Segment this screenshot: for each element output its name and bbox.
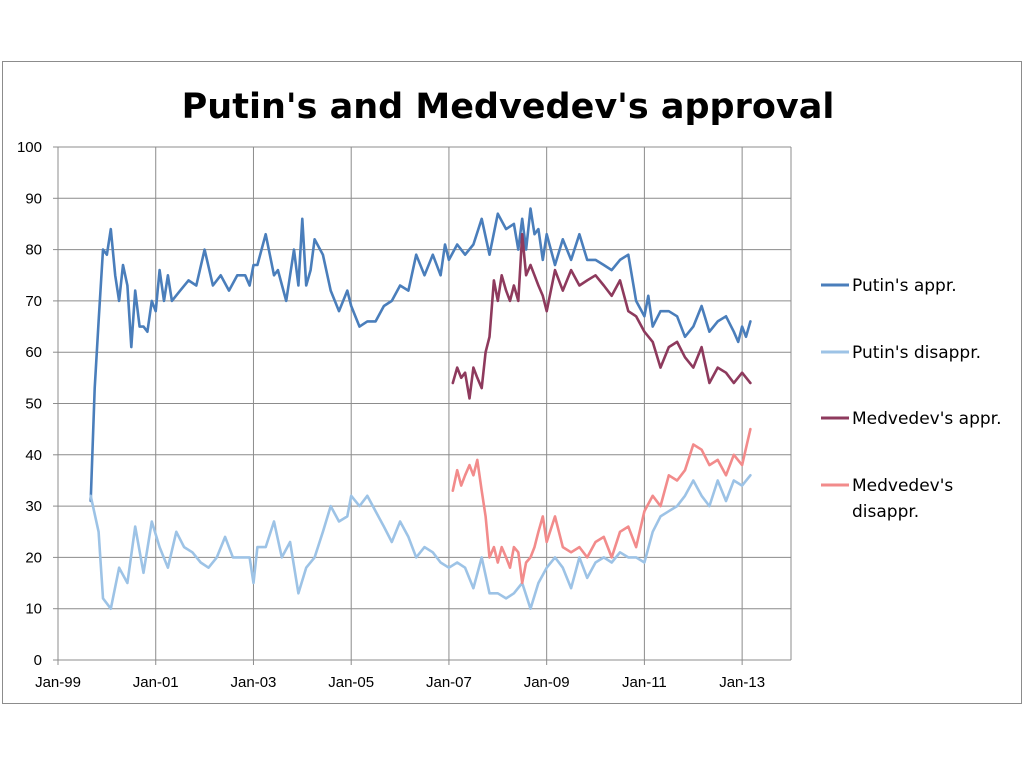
line-chart: Putin's and Medvedev's approval 0 10 20 30 4… [17,87,1002,691]
x-tick-label: Jan-03 [231,674,277,691]
series-line-putin-s-disappr [89,473,752,611]
x-tick-label: Jan-09 [524,674,570,691]
grid-lines [58,146,792,660]
y-tick-label: 30 [25,498,42,515]
y-tick-label: 90 [25,190,42,207]
series-line-medvedev-s-disappr [451,427,752,585]
legend-label: Medvedev's disappr. [852,476,953,522]
x-tick-label: Jan-05 [328,674,374,691]
x-tick-label: Jan-11 [622,674,667,691]
y-tick-label: 100 [17,139,42,156]
series-line-medvedev-s-appr [451,232,752,400]
legend: Putin's appr. Putin's disappr. Medvedev's … [821,276,1002,522]
legend-label: Medvedev's appr. [852,409,1002,429]
y-tick-label: 70 [25,293,42,310]
x-tick-label: Jan-13 [719,674,765,691]
y-tick-label: 60 [25,344,42,361]
series-line-putin-s-appr [89,207,752,503]
series-layer [89,207,752,611]
x-tick-label: Jan-07 [426,674,472,691]
x-axis-ticks: Jan-99 Jan-01 Jan-03 Jan-05 Jan-07 Jan-09 Jan-… [35,674,765,691]
y-tick-label: 40 [25,447,42,464]
y-axis-ticks: 0 10 20 30 40 50 60 70 80 90 100 [17,139,42,669]
x-tick-label: Jan-99 [35,674,81,691]
chart-title: Putin's and Medvedev's approval [182,87,835,127]
chart-frame: Putin's and Medvedev's approval 0 10 20 30 4… [2,61,1022,704]
x-tick-label: Jan-01 [133,674,179,691]
y-tick-label: 10 [25,601,42,618]
y-tick-label: 80 [25,242,42,259]
y-tick-label: 0 [34,652,42,669]
y-tick-label: 20 [25,549,42,566]
legend-label: Putin's disappr. [852,343,981,363]
y-tick-label: 50 [25,396,42,413]
legend-label: Putin's appr. [852,276,957,296]
axes [53,146,791,665]
